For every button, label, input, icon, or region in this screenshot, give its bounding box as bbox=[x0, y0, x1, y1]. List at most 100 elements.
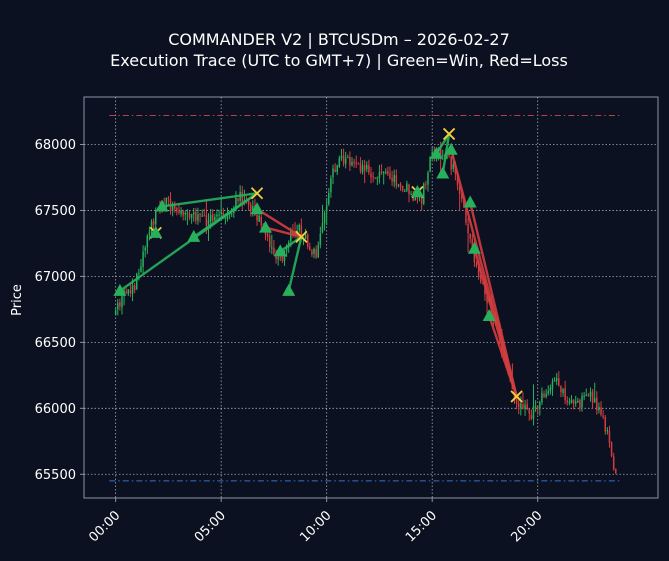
candle-body bbox=[171, 204, 174, 211]
candle-body bbox=[207, 220, 210, 225]
candle-body bbox=[477, 266, 480, 276]
candle-body bbox=[539, 401, 541, 409]
candle-body bbox=[133, 285, 136, 291]
candle-body bbox=[401, 185, 404, 191]
candle-body bbox=[140, 266, 142, 272]
candle-body bbox=[142, 251, 144, 267]
candle-body bbox=[266, 233, 269, 237]
entry-marker bbox=[155, 199, 169, 212]
trade-line bbox=[265, 226, 302, 238]
candle-body bbox=[325, 205, 328, 212]
candle-body bbox=[536, 406, 539, 409]
candle-body bbox=[252, 206, 254, 211]
candle-body bbox=[138, 272, 140, 274]
y-tick-label: 65500 bbox=[35, 468, 76, 483]
candle-body bbox=[397, 184, 400, 186]
candle-body bbox=[197, 214, 199, 221]
candle-body bbox=[176, 208, 178, 212]
y-tick-label: 66000 bbox=[35, 402, 76, 417]
candle-body bbox=[201, 215, 203, 217]
candle-body bbox=[241, 191, 244, 203]
candle-body bbox=[376, 177, 379, 179]
entry-marker bbox=[113, 283, 127, 296]
candle-body bbox=[203, 215, 206, 217]
candle-body bbox=[410, 194, 412, 196]
candle-body bbox=[178, 210, 180, 214]
candle-body bbox=[530, 415, 533, 419]
candle-body bbox=[190, 214, 193, 219]
candle-body bbox=[450, 156, 452, 170]
candle-body bbox=[391, 177, 393, 182]
candle-body bbox=[465, 207, 467, 223]
trade-line bbox=[287, 236, 303, 292]
exit-marker bbox=[442, 127, 456, 141]
candle-body bbox=[268, 236, 271, 248]
candle-body bbox=[589, 391, 592, 397]
candle-body bbox=[467, 224, 469, 234]
entry-marker bbox=[282, 283, 296, 296]
candle-body bbox=[117, 303, 119, 310]
candle-body bbox=[423, 183, 425, 204]
candle-body bbox=[340, 156, 343, 159]
candle-body bbox=[131, 285, 134, 295]
candle-body bbox=[300, 225, 303, 239]
candle-body bbox=[583, 395, 585, 397]
candle-body bbox=[374, 177, 376, 179]
candle-body bbox=[555, 377, 558, 382]
candle-body bbox=[606, 429, 609, 432]
entry-marker bbox=[467, 241, 481, 254]
candle-body bbox=[136, 273, 138, 290]
candle-body bbox=[311, 250, 313, 255]
candle-body bbox=[585, 395, 587, 397]
candle-body bbox=[271, 247, 273, 249]
candle-body bbox=[167, 198, 170, 200]
candle-body bbox=[387, 170, 389, 175]
candle-body bbox=[577, 400, 579, 403]
candle-body bbox=[366, 165, 368, 170]
candle-body bbox=[165, 198, 168, 208]
y-tick-label: 67500 bbox=[35, 204, 76, 219]
candle-body bbox=[155, 210, 157, 225]
candle-body bbox=[427, 172, 429, 185]
candle-body bbox=[347, 157, 349, 159]
entry-marker bbox=[436, 166, 450, 179]
candle-body bbox=[195, 212, 197, 221]
candle-body bbox=[610, 442, 613, 456]
candle-body bbox=[406, 183, 408, 191]
candle-body bbox=[129, 290, 132, 294]
candle-body bbox=[532, 406, 535, 419]
candle-body bbox=[551, 381, 554, 389]
candle-body bbox=[127, 289, 130, 295]
entry-marker bbox=[410, 184, 424, 197]
candle-body bbox=[182, 210, 184, 216]
candle-body bbox=[224, 217, 227, 219]
candle-body bbox=[292, 231, 294, 236]
candle-body bbox=[479, 274, 482, 283]
candle-body bbox=[205, 215, 208, 226]
candle-body bbox=[602, 415, 604, 417]
candle-body bbox=[581, 395, 583, 408]
candle-body bbox=[526, 403, 528, 410]
candle-body bbox=[608, 430, 611, 444]
candle-body bbox=[370, 173, 372, 178]
candle-body bbox=[150, 221, 153, 234]
candle-body bbox=[319, 233, 322, 245]
candle-body bbox=[355, 162, 357, 164]
candle-body bbox=[593, 398, 596, 403]
candle-body bbox=[486, 295, 488, 304]
candle-body bbox=[596, 397, 598, 411]
entry-marker bbox=[273, 244, 287, 257]
candle-body bbox=[214, 217, 216, 221]
candle-body bbox=[249, 204, 252, 212]
candle-body bbox=[385, 171, 387, 174]
candle-body bbox=[334, 169, 336, 172]
candle-body bbox=[330, 178, 332, 193]
candle-body bbox=[309, 246, 311, 250]
candle-body bbox=[152, 220, 155, 225]
candle-body bbox=[119, 302, 121, 307]
candle-body bbox=[342, 155, 345, 164]
candle-body bbox=[545, 393, 547, 397]
candle-body bbox=[146, 235, 149, 248]
candle-body bbox=[363, 165, 366, 171]
